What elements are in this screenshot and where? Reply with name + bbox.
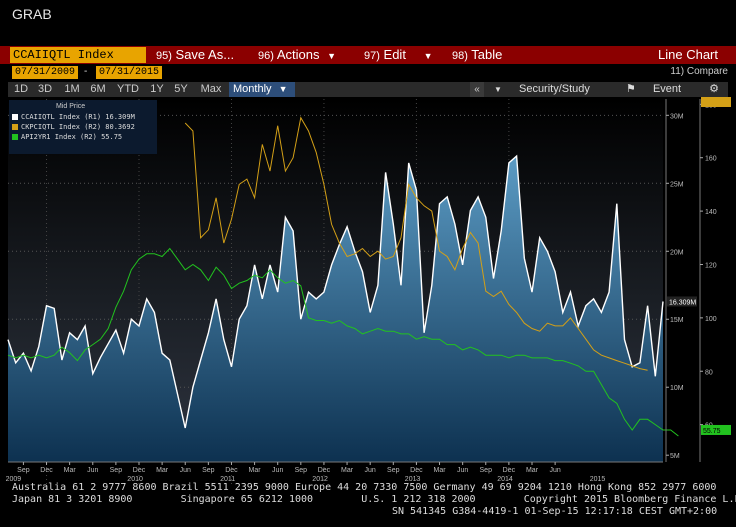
y1-tick-label: 20M	[670, 249, 684, 256]
period-5y[interactable]: 5Y	[174, 83, 188, 95]
x-tick-label: Sep	[480, 467, 493, 474]
x-tick-label: Sep	[295, 467, 308, 474]
y1-tick-label: 10M	[670, 385, 684, 392]
period-1y[interactable]: 1Y	[150, 83, 164, 95]
period-1d[interactable]: 1D	[13, 83, 29, 95]
footer-contacts-line2: Japan 81 3 3201 8900 Singapore 65 6212 1…	[12, 494, 736, 505]
start-date-field[interactable]: 07/31/2009	[12, 66, 79, 79]
x-tick-label: Mar	[526, 467, 539, 474]
x-tick-label: Jun	[549, 467, 560, 474]
legend-title: Mid Price	[56, 103, 86, 110]
x-tick-label: Mar	[433, 467, 446, 474]
end-date-field[interactable]: 07/31/2015	[96, 66, 163, 79]
x-tick-label: Dec	[40, 467, 53, 474]
x-year-label: 2015	[590, 476, 606, 483]
last-value-ckpciqtl: 80.3692	[703, 97, 728, 99]
legend-item-ckpciqtl: CKPCIQTL Index (R2) 80.3692	[12, 123, 135, 131]
last-value-api2yr1-bg	[701, 424, 731, 435]
x-tick-label: Dec	[133, 467, 146, 474]
y2-tick-label: 80	[705, 369, 713, 376]
chevron-down-icon: ▼	[278, 84, 288, 94]
frequency-select[interactable]: Monthly ▼	[229, 82, 295, 97]
x-year-label: 2014	[497, 476, 513, 483]
last-value-ccaiiqtl-bg	[667, 296, 697, 307]
table-button[interactable]: 98) Table	[452, 47, 503, 62]
edit-menu[interactable]: 97) Edit ▼	[364, 47, 433, 62]
footer-contacts-line1: Australia 61 2 9777 8600 Brazil 5511 239…	[12, 482, 717, 493]
x-tick-label: Sep	[202, 467, 215, 474]
security-study-button[interactable]: ▼ Security/Study	[494, 83, 590, 95]
y2-tick-label: 160	[705, 156, 717, 163]
period-bar	[8, 82, 728, 97]
x-year-label: 2013	[405, 476, 421, 483]
x-year-label: 2009	[6, 476, 22, 483]
gear-icon[interactable]: ⚙	[709, 83, 719, 95]
y2-tick-label: 100	[705, 316, 717, 323]
x-tick-label: Jun	[180, 467, 191, 474]
series-ckpciqtl-line	[184, 116, 648, 371]
footer-session-info: SN 541345 G384-4419-1 01-Sep-15 12:17:18…	[392, 506, 718, 517]
chevron-down-icon: ▼	[327, 51, 336, 61]
window-title: GRAB	[12, 6, 52, 22]
save-as-button[interactable]: 95) Save As...	[156, 47, 235, 62]
x-tick-label: Jun	[457, 467, 468, 474]
chevron-down-icon: ▼	[494, 85, 502, 94]
legend-swatch	[12, 134, 18, 140]
date-separator: -	[84, 66, 88, 77]
period-max[interactable]: Max	[200, 83, 222, 95]
x-year-label: 2010	[127, 476, 143, 483]
toolbar	[0, 46, 736, 64]
y2-tick-label: 120	[705, 262, 717, 269]
compare-button[interactable]: 11) Compare	[670, 66, 728, 77]
y1-tick-label: 25M	[670, 181, 684, 188]
legend-swatch	[12, 124, 18, 130]
ticker-field[interactable]: CCAIIQTL Index	[10, 47, 146, 63]
x-tick-label: Dec	[318, 467, 331, 474]
flag-icon: ⚑	[626, 83, 636, 95]
x-tick-label: Mar	[249, 467, 262, 474]
x-tick-label: Mar	[341, 467, 354, 474]
x-tick-label: Jun	[87, 467, 98, 474]
series-ccaiiqtl-area	[8, 156, 663, 462]
x-tick-label: Dec	[410, 467, 423, 474]
period-3d[interactable]: 3D	[37, 83, 53, 95]
x-tick-label: Mar	[156, 467, 169, 474]
x-tick-label: Mar	[64, 467, 77, 474]
y1-tick-label: 15M	[670, 317, 684, 324]
last-value-ckpciqtl-bg	[701, 97, 731, 107]
x-tick-label: Jun	[272, 467, 283, 474]
y1-tick-label: 30M	[670, 113, 684, 120]
x-tick-label: Sep	[17, 467, 30, 474]
line-chart: 5M10M15M20M25M30M608010012014016018016.3…	[6, 97, 731, 484]
series-api2yr1-line	[7, 247, 679, 437]
last-value-ccaiiqtl: 16.309M	[669, 299, 696, 306]
y2-tick-label: 140	[705, 209, 717, 216]
legend-item-ccaiiqtl: CCAIIQTL Index (R1) 16.309M	[12, 113, 135, 121]
x-tick-label: Sep	[387, 467, 400, 474]
legend	[9, 100, 157, 154]
chart-type-label[interactable]: Line Chart	[658, 47, 718, 62]
period-ytd[interactable]: YTD	[117, 83, 139, 95]
y1-tick-label: 5M	[670, 453, 680, 460]
last-value-api2yr1: 55.75	[703, 428, 721, 435]
event-button[interactable]: ⚑ Event	[626, 83, 682, 95]
x-tick-label: Dec	[225, 467, 238, 474]
x-tick-label: Jun	[365, 467, 376, 474]
x-tick-label: Dec	[503, 467, 516, 474]
legend-swatch	[12, 114, 18, 120]
period-6m[interactable]: 6M	[90, 83, 106, 95]
x-year-label: 2011	[220, 476, 235, 483]
actions-menu[interactable]: 96) Actions ▼	[258, 47, 336, 62]
legend-item-api2yr1: API2YR1 Index (R2) 55.75	[12, 133, 122, 141]
series-ccaiiqtl-line	[7, 154, 664, 429]
x-year-label: 2012	[312, 476, 328, 483]
chevron-down-icon: ▼	[423, 51, 433, 61]
x-tick-label: Sep	[110, 467, 123, 474]
collapse-icon[interactable]: «	[470, 82, 484, 97]
period-1m[interactable]: 1M	[64, 83, 80, 95]
